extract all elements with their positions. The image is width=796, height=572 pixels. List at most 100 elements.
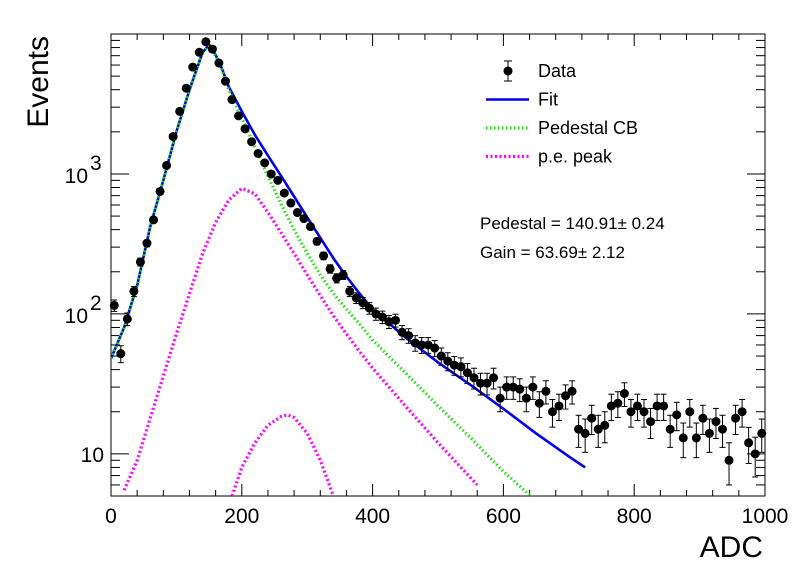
data-point — [234, 111, 244, 121]
data-marker — [207, 44, 217, 54]
data-marker — [253, 149, 263, 159]
data-marker — [404, 331, 414, 341]
data-marker — [279, 188, 289, 198]
data-point — [286, 198, 296, 208]
series-line-p-e-peak-2 — [230, 413, 335, 496]
data-marker — [462, 368, 472, 378]
legend-item-fit: Fit — [486, 90, 558, 110]
data-point — [364, 302, 374, 315]
data-point — [220, 76, 230, 86]
data-marker — [476, 378, 486, 388]
plot-frame — [110, 33, 766, 497]
data-point — [175, 106, 185, 116]
data-marker — [580, 428, 590, 438]
data-marker — [711, 417, 721, 427]
data-point — [495, 386, 505, 413]
data-marker — [737, 407, 747, 417]
data-marker — [181, 83, 191, 93]
data-marker — [273, 175, 283, 185]
data-point — [515, 378, 525, 403]
data-point — [319, 251, 329, 261]
data-marker — [678, 433, 688, 443]
data-point — [717, 414, 727, 448]
data-point — [521, 386, 531, 413]
data-marker — [521, 393, 531, 403]
data-point — [201, 37, 211, 47]
data-marker — [305, 222, 315, 232]
series-layer — [111, 43, 586, 496]
data-marker — [443, 356, 453, 366]
data-marker — [345, 286, 355, 296]
data-point — [619, 382, 629, 407]
data-point — [122, 312, 132, 327]
data-point — [351, 292, 361, 305]
data-marker — [541, 386, 551, 396]
data-point — [456, 357, 466, 378]
legend: Data Fit Pedestal CB p.e. peak — [486, 60, 638, 167]
data-point — [168, 132, 178, 142]
y-tick-label: 10 — [65, 305, 88, 328]
data-marker — [515, 384, 525, 394]
data-point — [534, 391, 544, 418]
data-marker — [672, 410, 682, 420]
data-point — [561, 384, 571, 410]
data-point — [155, 186, 165, 196]
data-point — [207, 44, 217, 54]
data-point — [482, 372, 492, 396]
data-marker — [299, 214, 309, 224]
data-marker — [430, 343, 440, 353]
data-point — [253, 149, 263, 159]
data-point — [587, 404, 597, 435]
x-tick-label: 0 — [105, 505, 117, 528]
data-point — [626, 398, 636, 428]
data-point — [181, 83, 191, 93]
legend-item-p-e-peak: p.e. peak — [486, 147, 613, 167]
data-point — [554, 393, 564, 422]
data-point — [476, 372, 486, 396]
data-point — [711, 407, 721, 440]
data-point — [731, 404, 741, 435]
data-marker — [561, 391, 571, 401]
data-marker — [534, 398, 544, 408]
y-tick-label: 10 — [81, 444, 104, 467]
data-point — [704, 418, 714, 453]
data-marker — [619, 388, 629, 398]
data-point — [574, 414, 584, 448]
data-marker — [731, 413, 741, 423]
data-marker — [122, 314, 132, 324]
data-point — [737, 398, 747, 428]
data-point — [247, 137, 257, 147]
data-point — [528, 376, 538, 400]
data-marker — [685, 407, 695, 417]
data-point — [358, 297, 368, 310]
legend-label: Fit — [538, 90, 558, 110]
data-marker — [214, 58, 224, 68]
data-marker — [247, 137, 257, 147]
data-marker — [319, 251, 329, 261]
data-marker — [717, 424, 727, 434]
legend-item-pedestal-cb: Pedestal CB — [486, 118, 638, 138]
data-point — [462, 363, 472, 384]
data-marker — [286, 198, 296, 208]
data-marker — [227, 95, 237, 105]
data-marker — [109, 300, 119, 310]
data-marker — [757, 428, 767, 438]
data-point — [489, 367, 499, 390]
data-marker — [338, 270, 348, 280]
data-marker — [155, 186, 165, 196]
data-marker — [162, 160, 172, 170]
data-point — [404, 328, 414, 344]
data-marker — [129, 286, 139, 296]
data-marker — [698, 413, 708, 423]
data-marker — [292, 208, 302, 218]
data-marker — [652, 401, 662, 411]
legend-marker — [503, 66, 513, 76]
x-tick-label: 400 — [355, 505, 390, 528]
data-point — [390, 313, 400, 328]
data-point — [646, 407, 656, 440]
data-marker — [567, 386, 577, 396]
data-marker — [593, 424, 603, 434]
data-point — [750, 436, 760, 478]
